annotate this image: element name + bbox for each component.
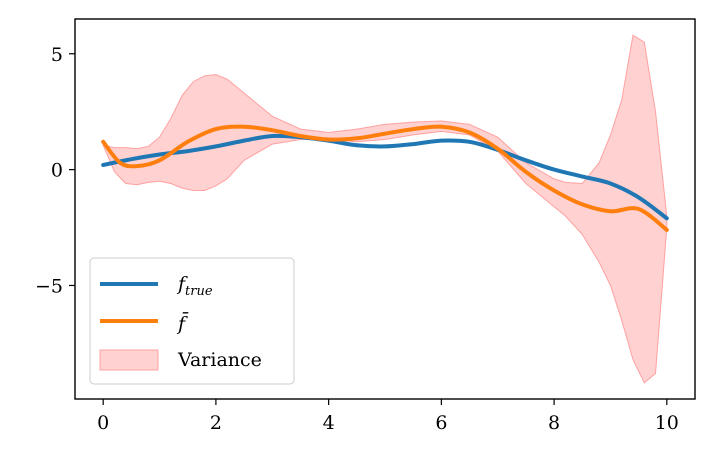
y-tick-label: 0 [51,160,63,182]
series-line-f-true [101,133,669,221]
x-tick-label: 0 [97,412,109,434]
x-tick-label: 2 [210,412,222,434]
variance-band [102,34,668,384]
x-tick-label: 6 [435,412,447,434]
legend-label-variance: Variance [177,349,262,371]
series-line-f-bar [101,124,669,232]
axes-frame [74,18,696,400]
x-tick-label: 10 [655,412,679,434]
y-tick-label: 5 [51,44,63,66]
legend: ftrue f̄ Variance [89,257,295,385]
plot-area [101,34,669,384]
legend-label-f-true: ftrue [176,273,213,299]
y-tick-label: −5 [35,275,63,297]
legend-box [89,257,295,385]
x-tick-label: 8 [548,412,560,434]
ticks: 0 2 4 6 8 10 5 0 −5 [35,44,679,434]
legend-swatch-variance [99,349,159,371]
x-tick-label: 4 [323,412,335,434]
